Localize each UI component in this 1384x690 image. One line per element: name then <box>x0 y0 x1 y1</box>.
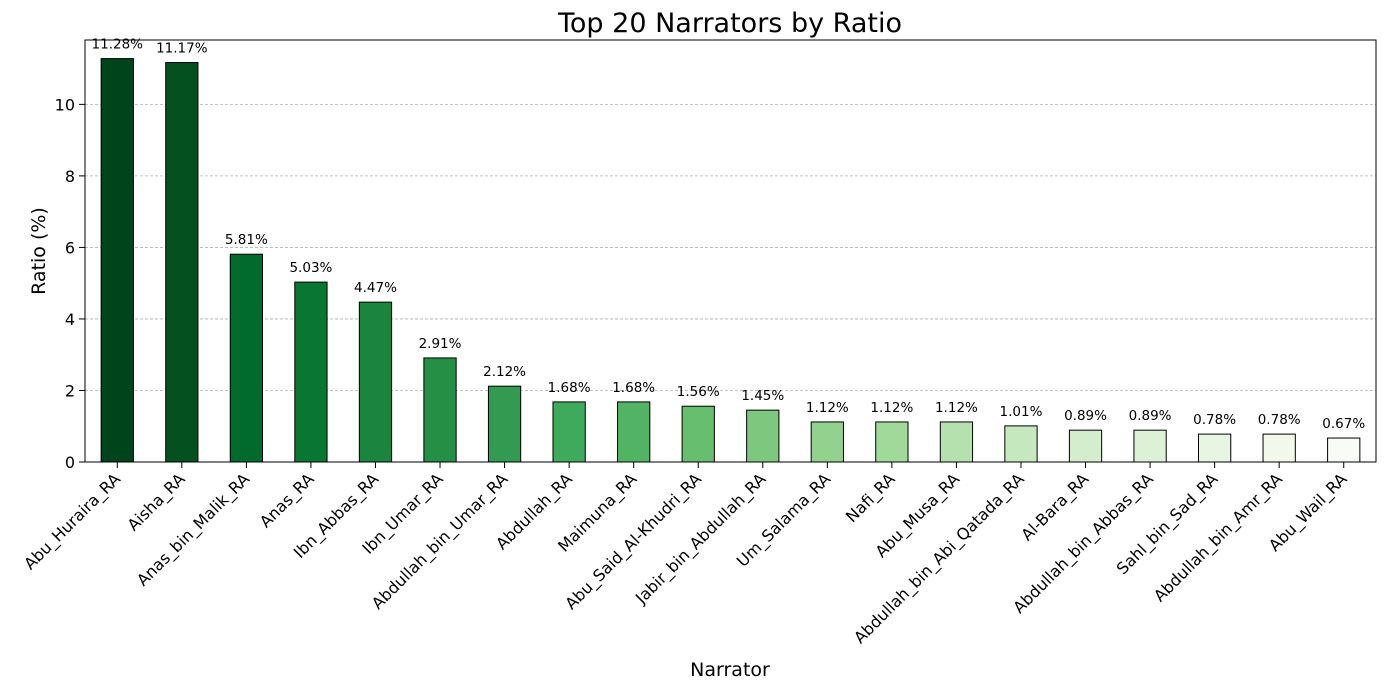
data-label: 0.78% <box>1258 412 1301 428</box>
y-axis-ticks: 0 2 4 6 8 10 <box>55 95 85 472</box>
data-label: 5.81% <box>225 232 268 248</box>
bar-Sahl_bin_Sad_RA <box>1197 433 1232 463</box>
bar-Anas_bin_Malik_RA <box>229 253 264 463</box>
bars <box>100 58 1361 463</box>
x-tick-label: Aisha_RA <box>124 469 190 535</box>
data-labels: 11.28% 11.17% 5.81% 5.03% 4.47% 2.91% 2.12% 1.6… <box>92 37 1366 432</box>
data-label: 2.91% <box>419 336 462 352</box>
x-tick-label: Abdullah_bin_Umar_RA <box>368 469 512 613</box>
data-label: 1.12% <box>935 400 978 416</box>
data-label: 1.01% <box>1000 404 1043 420</box>
x-tick-label: Jabir_bin_Abdullah_RA <box>631 469 770 608</box>
data-label: 0.89% <box>1064 408 1107 424</box>
bar-Abu_Huraira_RA <box>100 58 134 463</box>
y-axis-label: Ratio (%) <box>28 207 50 295</box>
y-tick-label: 10 <box>55 95 75 114</box>
data-label: 1.12% <box>806 400 849 416</box>
x-tick-label: Abdullah_bin_Amr_RA <box>1150 469 1287 606</box>
bar-Ibn_Umar_RA <box>423 357 457 463</box>
bar-Aisha_RA <box>165 62 199 463</box>
x-tick-label: Abu_Huraira_RA <box>20 469 125 574</box>
y-tick-label: 4 <box>65 310 75 329</box>
bar-Abu_Wail_RA <box>1327 437 1361 463</box>
y-tick-label: 8 <box>65 167 75 186</box>
data-label: 1.68% <box>548 380 591 396</box>
x-tick-label: Nafi_RA <box>842 469 900 527</box>
bar-Abdullah_bin_Umar_RA <box>487 385 522 463</box>
y-tick-label: 6 <box>65 238 75 257</box>
gridlines <box>85 103 1376 391</box>
data-label: 4.47% <box>354 280 397 296</box>
data-label: 5.03% <box>289 260 332 276</box>
bar-Anas_RA <box>294 281 328 463</box>
bar-Maimuna_RA <box>617 401 651 463</box>
data-label: 11.17% <box>156 41 208 57</box>
data-label: 1.45% <box>741 388 784 404</box>
x-axis-label: Narrator <box>690 659 770 681</box>
data-label: 0.89% <box>1129 408 1172 424</box>
data-label: 1.56% <box>677 384 720 400</box>
bar-Abdullah_bin_Abi_Qatada_RA <box>1004 425 1038 463</box>
bar-Abu_Musa_RA <box>939 421 974 463</box>
data-label: 11.28% <box>92 37 144 53</box>
data-label: 2.12% <box>483 364 526 380</box>
bar-Nafi_RA <box>875 421 909 463</box>
bar-Abu_Said_Al-Khudri_RA <box>681 405 715 463</box>
chart-title: Top 20 Narrators by Ratio <box>557 8 902 39</box>
y-tick-label: 0 <box>65 453 75 472</box>
bar-Abdullah_bin_Abbas_RA <box>1133 429 1167 463</box>
data-label: 0.67% <box>1322 416 1365 432</box>
x-tick-label: Anas_bin_Malik_RA <box>133 469 254 590</box>
bar-Abdullah_RA <box>552 401 586 463</box>
data-label: 1.68% <box>612 380 655 396</box>
bar-Ibn_Abbas_RA <box>358 301 393 463</box>
bar-Al-Bara_RA <box>1068 429 1103 463</box>
x-tick-label: Anas_RA <box>256 469 319 532</box>
data-label: 0.78% <box>1193 412 1236 428</box>
y-tick-label: 2 <box>65 381 75 400</box>
bar-Abdullah_bin_Amr_RA <box>1262 433 1296 463</box>
bar-Um_Salama_RA <box>810 421 844 463</box>
data-label: 1.12% <box>870 400 913 416</box>
plot-frame <box>84 39 1377 463</box>
bar-Jabir_bin_Abdullah_RA <box>746 409 780 463</box>
